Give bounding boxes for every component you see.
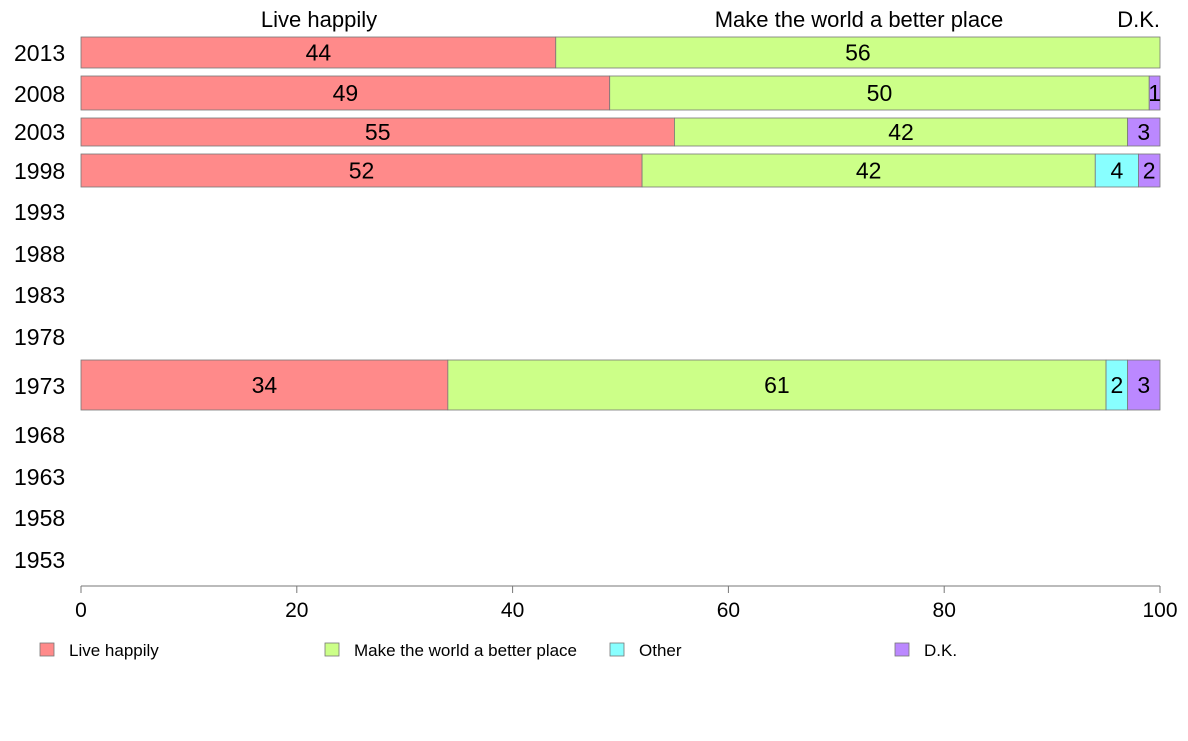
bar-1973-segment-4 — [1127, 359, 1161, 411]
top-label-1: Live happily — [261, 7, 377, 32]
bar-label-2003-segment-1: 55 — [365, 119, 391, 145]
x-tick-label-0: 0 — [75, 599, 87, 622]
bar-label-1998-segment-3: 4 — [1110, 158, 1123, 184]
year-axis-labels: 2013 2008 2003 1998 1993 1988 1983 1978 1973 1968… — [14, 40, 65, 573]
bar-label-1973-segment-2: 61 — [764, 372, 790, 398]
bar-label-2003-segment-4: 3 — [1137, 119, 1150, 145]
bars — [80, 36, 1161, 411]
legend-label-1: Live happily — [69, 641, 159, 660]
year-label-2003: 2003 — [14, 119, 65, 145]
bar-1973-segment-1 — [80, 359, 449, 411]
legend-swatch-1 — [39, 642, 55, 657]
bar-label-1998-segment-2: 42 — [856, 158, 882, 184]
year-label-1988: 1988 — [14, 241, 65, 267]
year-label-1958: 1958 — [14, 505, 65, 531]
legend-swatch-4 — [894, 642, 910, 657]
bar-1998-segment-2 — [641, 153, 1096, 188]
bar-label-2013-segment-1: 44 — [306, 40, 332, 66]
bar-2008-segment-2 — [609, 75, 1150, 111]
year-label-1978: 1978 — [14, 324, 65, 350]
bar-label-1998-segment-4: 2 — [1143, 158, 1156, 184]
year-label-1983: 1983 — [14, 282, 65, 308]
legend-label-3: Other — [639, 641, 682, 660]
x-tick-label-60: 60 — [717, 599, 740, 622]
year-label-1953: 1953 — [14, 547, 65, 573]
year-label-1968: 1968 — [14, 422, 65, 448]
bar-label-1973-segment-1: 34 — [252, 372, 278, 398]
bar-label-2013-segment-2: 56 — [845, 40, 871, 66]
bar-label-2003-segment-2: 42 — [888, 119, 914, 145]
top-series-labels: Live happily Make the world a better plac… — [261, 7, 1160, 32]
year-label-1973: 1973 — [14, 373, 65, 399]
x-tick-label-40: 40 — [501, 599, 524, 622]
legend-label-2: Make the world a better place — [354, 641, 577, 660]
top-label-3: D.K. — [1117, 7, 1160, 32]
year-label-2013: 2013 — [14, 40, 65, 66]
year-label-1993: 1993 — [14, 199, 65, 225]
legend: Live happily Make the world a better plac… — [39, 641, 957, 660]
bar-label-2008-segment-1: 49 — [333, 80, 359, 106]
legend-swatch-2 — [324, 642, 340, 657]
x-tick-label-80: 80 — [933, 599, 956, 622]
x-tick-label-20: 20 — [285, 599, 308, 622]
top-label-2: Make the world a better place — [715, 7, 1004, 32]
legend-swatch-3 — [609, 642, 625, 657]
bar-1973-segment-2 — [447, 359, 1107, 411]
bar-label-2008-segment-4: 1 — [1148, 80, 1161, 106]
year-label-2008: 2008 — [14, 81, 65, 107]
bar-1998-segment-3 — [1094, 153, 1139, 188]
bar-2008-segment-4 — [1148, 75, 1161, 111]
x-axis: 0 20 40 60 80 100 — [75, 585, 1178, 622]
bar-2013-segment-2 — [555, 36, 1161, 69]
x-tick-label-100: 100 — [1142, 599, 1177, 622]
bar-2003-segment-1 — [80, 117, 675, 147]
bar-1998-segment-1 — [80, 153, 643, 188]
year-label-1998: 1998 — [14, 158, 65, 184]
bar-2008-segment-1 — [80, 75, 611, 111]
bar-2003-segment-2 — [674, 117, 1129, 147]
bar-label-2008-segment-2: 50 — [867, 80, 893, 106]
bar-label-1998-segment-1: 52 — [349, 158, 375, 184]
bar-2003-segment-4 — [1127, 117, 1161, 147]
bar-label-1973-segment-3: 2 — [1110, 372, 1123, 398]
bar-1998-segment-4 — [1138, 153, 1161, 188]
year-label-1963: 1963 — [14, 464, 65, 490]
bar-2013-segment-1 — [80, 36, 557, 69]
bar-label-1973-segment-4: 3 — [1137, 372, 1150, 398]
legend-label-4: D.K. — [924, 641, 957, 660]
